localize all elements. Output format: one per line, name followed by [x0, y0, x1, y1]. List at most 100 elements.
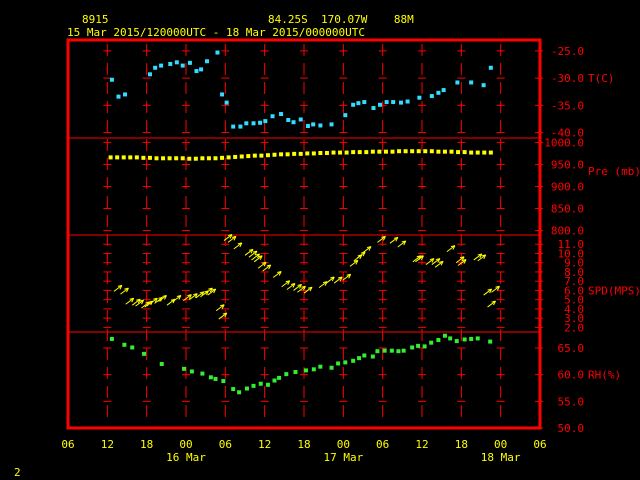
temperature-point — [116, 94, 121, 99]
pressure-point — [128, 155, 133, 160]
x-tick-label: 00 — [179, 438, 192, 451]
temperature-point — [263, 119, 268, 124]
wind-barb — [218, 312, 228, 320]
wind-barb — [248, 250, 258, 258]
humidity-point — [200, 371, 205, 376]
x-day-label: 16 Mar — [166, 451, 206, 464]
wind-barb — [158, 295, 167, 302]
wind-barb — [286, 283, 296, 290]
pressure-point — [351, 150, 356, 155]
humidity-point — [401, 348, 406, 353]
humidity-point — [454, 339, 459, 344]
pressure-point — [364, 150, 369, 155]
temperature-point — [436, 90, 441, 95]
wind-barb — [473, 253, 483, 261]
temperature-point — [291, 120, 296, 125]
humidity-point — [109, 336, 114, 341]
wind-barb — [172, 295, 182, 302]
y-tick-label: 4.0 — [564, 303, 584, 316]
x-day-label: 17 Mar — [323, 451, 363, 464]
temperature-point — [159, 63, 164, 68]
pressure-point — [292, 151, 297, 156]
humidity-point — [336, 361, 341, 366]
wind-barb — [135, 299, 144, 307]
y-tick-label: 11.0 — [558, 238, 585, 251]
x-tick-label: 00 — [494, 438, 507, 451]
wind-barb — [188, 293, 198, 301]
humidity-point — [182, 366, 187, 371]
pressure-point — [403, 149, 408, 154]
temperature-point — [384, 100, 389, 105]
wind-barb — [297, 285, 306, 293]
pressure-point — [226, 155, 231, 160]
wind-barb — [120, 287, 129, 295]
pressure-point — [449, 149, 454, 154]
humidity-point — [237, 390, 242, 395]
x-tick-label: 18 — [140, 438, 153, 451]
pressure-point — [338, 150, 343, 155]
pressure-point — [416, 149, 421, 154]
pressure-point — [246, 154, 251, 159]
pressure-point — [161, 156, 166, 161]
temperature-point — [298, 117, 303, 122]
pressure-point — [167, 156, 172, 161]
humidity-point — [475, 336, 480, 341]
panel-labels: T(C) Pre (mb) SPD(MPS) RH(%) — [588, 72, 640, 382]
humidity-point — [422, 344, 427, 349]
wind-barb — [251, 253, 261, 261]
x-tick-label: 00 — [337, 438, 350, 451]
pressure-point — [488, 150, 493, 155]
y-tick-label: -30.0 — [551, 72, 584, 85]
wind-barb — [333, 276, 343, 284]
pressure-point — [108, 155, 113, 160]
humidity-point — [448, 336, 453, 341]
wind-barb — [166, 298, 176, 306]
y-tick-label: 5.0 — [564, 294, 584, 307]
wind-barb — [446, 245, 456, 253]
temperature-point — [180, 63, 185, 68]
pressure-point — [147, 155, 152, 160]
y-tick-label: 60.0 — [558, 369, 585, 382]
pressure-point — [456, 150, 461, 155]
temperature-point — [329, 122, 334, 127]
pressure-point — [239, 154, 244, 159]
temperature-point — [147, 72, 152, 77]
humidity-point — [370, 354, 375, 359]
y-tick-label: 55.0 — [558, 395, 585, 408]
wind-barb — [253, 255, 263, 263]
humidity-point — [416, 343, 421, 348]
humidity-point — [311, 367, 316, 372]
humidity-point — [469, 336, 474, 341]
temperature-point — [215, 50, 220, 55]
y-tick-label: 900.0 — [551, 181, 584, 194]
humidity-point — [357, 356, 362, 361]
wind-barb — [303, 286, 313, 294]
pressure-point — [174, 156, 179, 161]
temperature-point — [251, 121, 256, 126]
wind-barb — [325, 276, 335, 284]
y-tick-label: 800.0 — [551, 225, 584, 238]
temperature-point — [311, 122, 316, 127]
wind-barb — [227, 235, 237, 243]
pressure-point — [265, 153, 270, 158]
temperature-point — [153, 65, 158, 70]
pressure-point — [331, 150, 336, 155]
y-tick-label: 50.0 — [558, 422, 585, 435]
page-number: 2 — [14, 466, 21, 479]
temperature-point — [168, 61, 173, 66]
temperature-point — [378, 102, 383, 107]
wind-barb — [457, 259, 467, 266]
pressure-point — [298, 151, 303, 156]
panel-dividers — [68, 137, 540, 333]
humidity-point — [462, 337, 467, 342]
wind-barb — [389, 236, 399, 244]
temperature-point — [417, 95, 422, 100]
x-day-label: 18 Mar — [481, 451, 521, 464]
pressure-point — [370, 149, 375, 154]
humidity-point — [258, 381, 263, 386]
pressure-point — [233, 154, 238, 159]
pressure-point — [154, 156, 159, 161]
pressure-point — [390, 149, 395, 154]
temperature-point — [199, 67, 204, 72]
pressure-point — [285, 152, 290, 157]
